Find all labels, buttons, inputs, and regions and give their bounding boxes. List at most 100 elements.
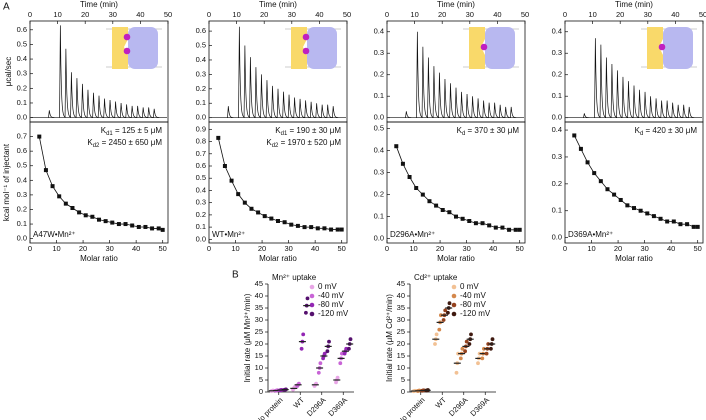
x-tick-label: 30: [466, 10, 474, 19]
data-point: [598, 179, 603, 184]
injection-peak: [498, 104, 506, 118]
x-tick-label: 40: [667, 244, 675, 253]
y-tick-label: 0.3: [552, 152, 562, 161]
legend-label: 0 mV: [318, 282, 337, 291]
injection-peak: [482, 100, 489, 118]
x-tick-label: 0: [563, 244, 567, 253]
legend-marker: [309, 302, 315, 308]
annotation-text: = 125 ± 5 μM: [113, 126, 163, 135]
annotation-symbol: K: [87, 138, 93, 147]
injection-peak: [443, 79, 451, 118]
annotation: Kd = 370 ± 30 μM: [457, 126, 520, 136]
replicate-point: [305, 296, 310, 301]
y-tick-label: 0.3: [552, 48, 562, 57]
y-tick-label: 0.9: [196, 124, 206, 133]
injection-peak: [243, 45, 250, 118]
x-tick-label: 50: [699, 10, 706, 19]
data-point: [487, 223, 492, 228]
x-tick-label: WT: [291, 395, 306, 410]
annotation-text: = 370 ± 30 μM: [465, 126, 519, 135]
injection-peak: [416, 31, 423, 118]
y-tick-label: 0.4: [552, 27, 562, 36]
injection-peak: [676, 104, 684, 118]
schematic-icon: [285, 27, 341, 69]
injection-peak: [249, 57, 256, 118]
y-tick-label: 0.1: [17, 219, 27, 228]
y-tick-label: 0.6: [17, 25, 27, 34]
plot-frame: [208, 121, 348, 244]
data-point: [276, 219, 280, 223]
injection-peak: [92, 92, 99, 118]
injection-peak: [332, 106, 339, 118]
fit-line: [573, 135, 698, 228]
injection-peak: [315, 103, 322, 118]
replicate-point: [316, 370, 321, 375]
replicate-point: [460, 346, 465, 351]
data-point: [605, 187, 610, 192]
x-tick-label: 50: [164, 10, 172, 19]
plot-frame: [386, 121, 526, 244]
replicate-point: [484, 351, 489, 356]
y-tick-label: 15: [397, 351, 405, 360]
panel-label: B: [232, 270, 239, 281]
injection-peak: [594, 38, 601, 118]
y-tick-label: 0.1: [552, 91, 562, 100]
replicate-point: [480, 356, 485, 361]
data-point: [394, 144, 399, 149]
metal-ion: [480, 43, 488, 51]
x-tick-label: No protein: [254, 395, 285, 420]
data-point: [665, 219, 670, 224]
replicate-point: [340, 351, 344, 356]
annotation-subscript: d: [462, 131, 465, 137]
y-tick-label: 15: [255, 351, 263, 360]
replicate-point: [344, 346, 349, 351]
data-point: [447, 210, 452, 215]
injection-peak: [59, 25, 66, 118]
injection-peak: [621, 76, 629, 118]
x-tick-label: D369A: [326, 395, 349, 418]
data-point: [222, 164, 227, 168]
replicate-point: [464, 339, 469, 344]
data-point: [632, 206, 636, 211]
data-point: [130, 223, 135, 228]
legend-marker: [451, 302, 457, 308]
replicate-point: [489, 346, 493, 351]
legend-label: -120 mV: [318, 309, 349, 318]
data-point: [493, 225, 498, 230]
replicate-point: [447, 301, 452, 306]
y-tick-label: 25: [255, 327, 263, 336]
data-point: [517, 227, 522, 232]
legend-label: -120 mV: [460, 309, 491, 318]
x-tick-label: 10: [410, 10, 418, 19]
y-tick-label: 0.4: [374, 146, 384, 155]
y-tick-label: 0.4: [552, 125, 562, 134]
x-tick-label: 40: [132, 244, 140, 253]
sample-label: WT•Mn²⁺: [212, 230, 245, 239]
data-point: [229, 178, 234, 183]
data-point: [612, 192, 617, 197]
annotation-text: = 1970 ± 520 μM: [278, 138, 341, 147]
y-tick-label: 0.3: [196, 198, 206, 207]
y-tick-label: 5: [259, 375, 263, 384]
replicate-point: [318, 361, 323, 366]
y-tick-label: 10: [397, 363, 405, 372]
y-tick-label: 0.1: [374, 91, 384, 100]
x-axis-title: Molar ratio: [80, 254, 118, 263]
y-tick-label: 0.1: [196, 222, 206, 231]
fit-line: [217, 137, 342, 230]
data-point: [500, 225, 505, 230]
injection-peak: [293, 97, 300, 118]
x-axis-title: Time (min): [437, 0, 475, 9]
data-point: [658, 216, 663, 221]
plot-frame: [564, 121, 704, 244]
replicate-point: [446, 310, 450, 315]
y-tick-label: 0.2: [17, 204, 27, 213]
data-point: [473, 221, 478, 226]
injection-peak: [153, 108, 160, 118]
y-tick-label: 0.7: [196, 149, 206, 158]
y-tick-label: 0: [259, 387, 263, 396]
annotation-text: = 2450 ± 650 μM: [99, 138, 162, 147]
legend-marker: [309, 311, 315, 317]
legend-label: -80 mV: [460, 300, 486, 309]
x-tick-label: 10: [52, 244, 60, 253]
